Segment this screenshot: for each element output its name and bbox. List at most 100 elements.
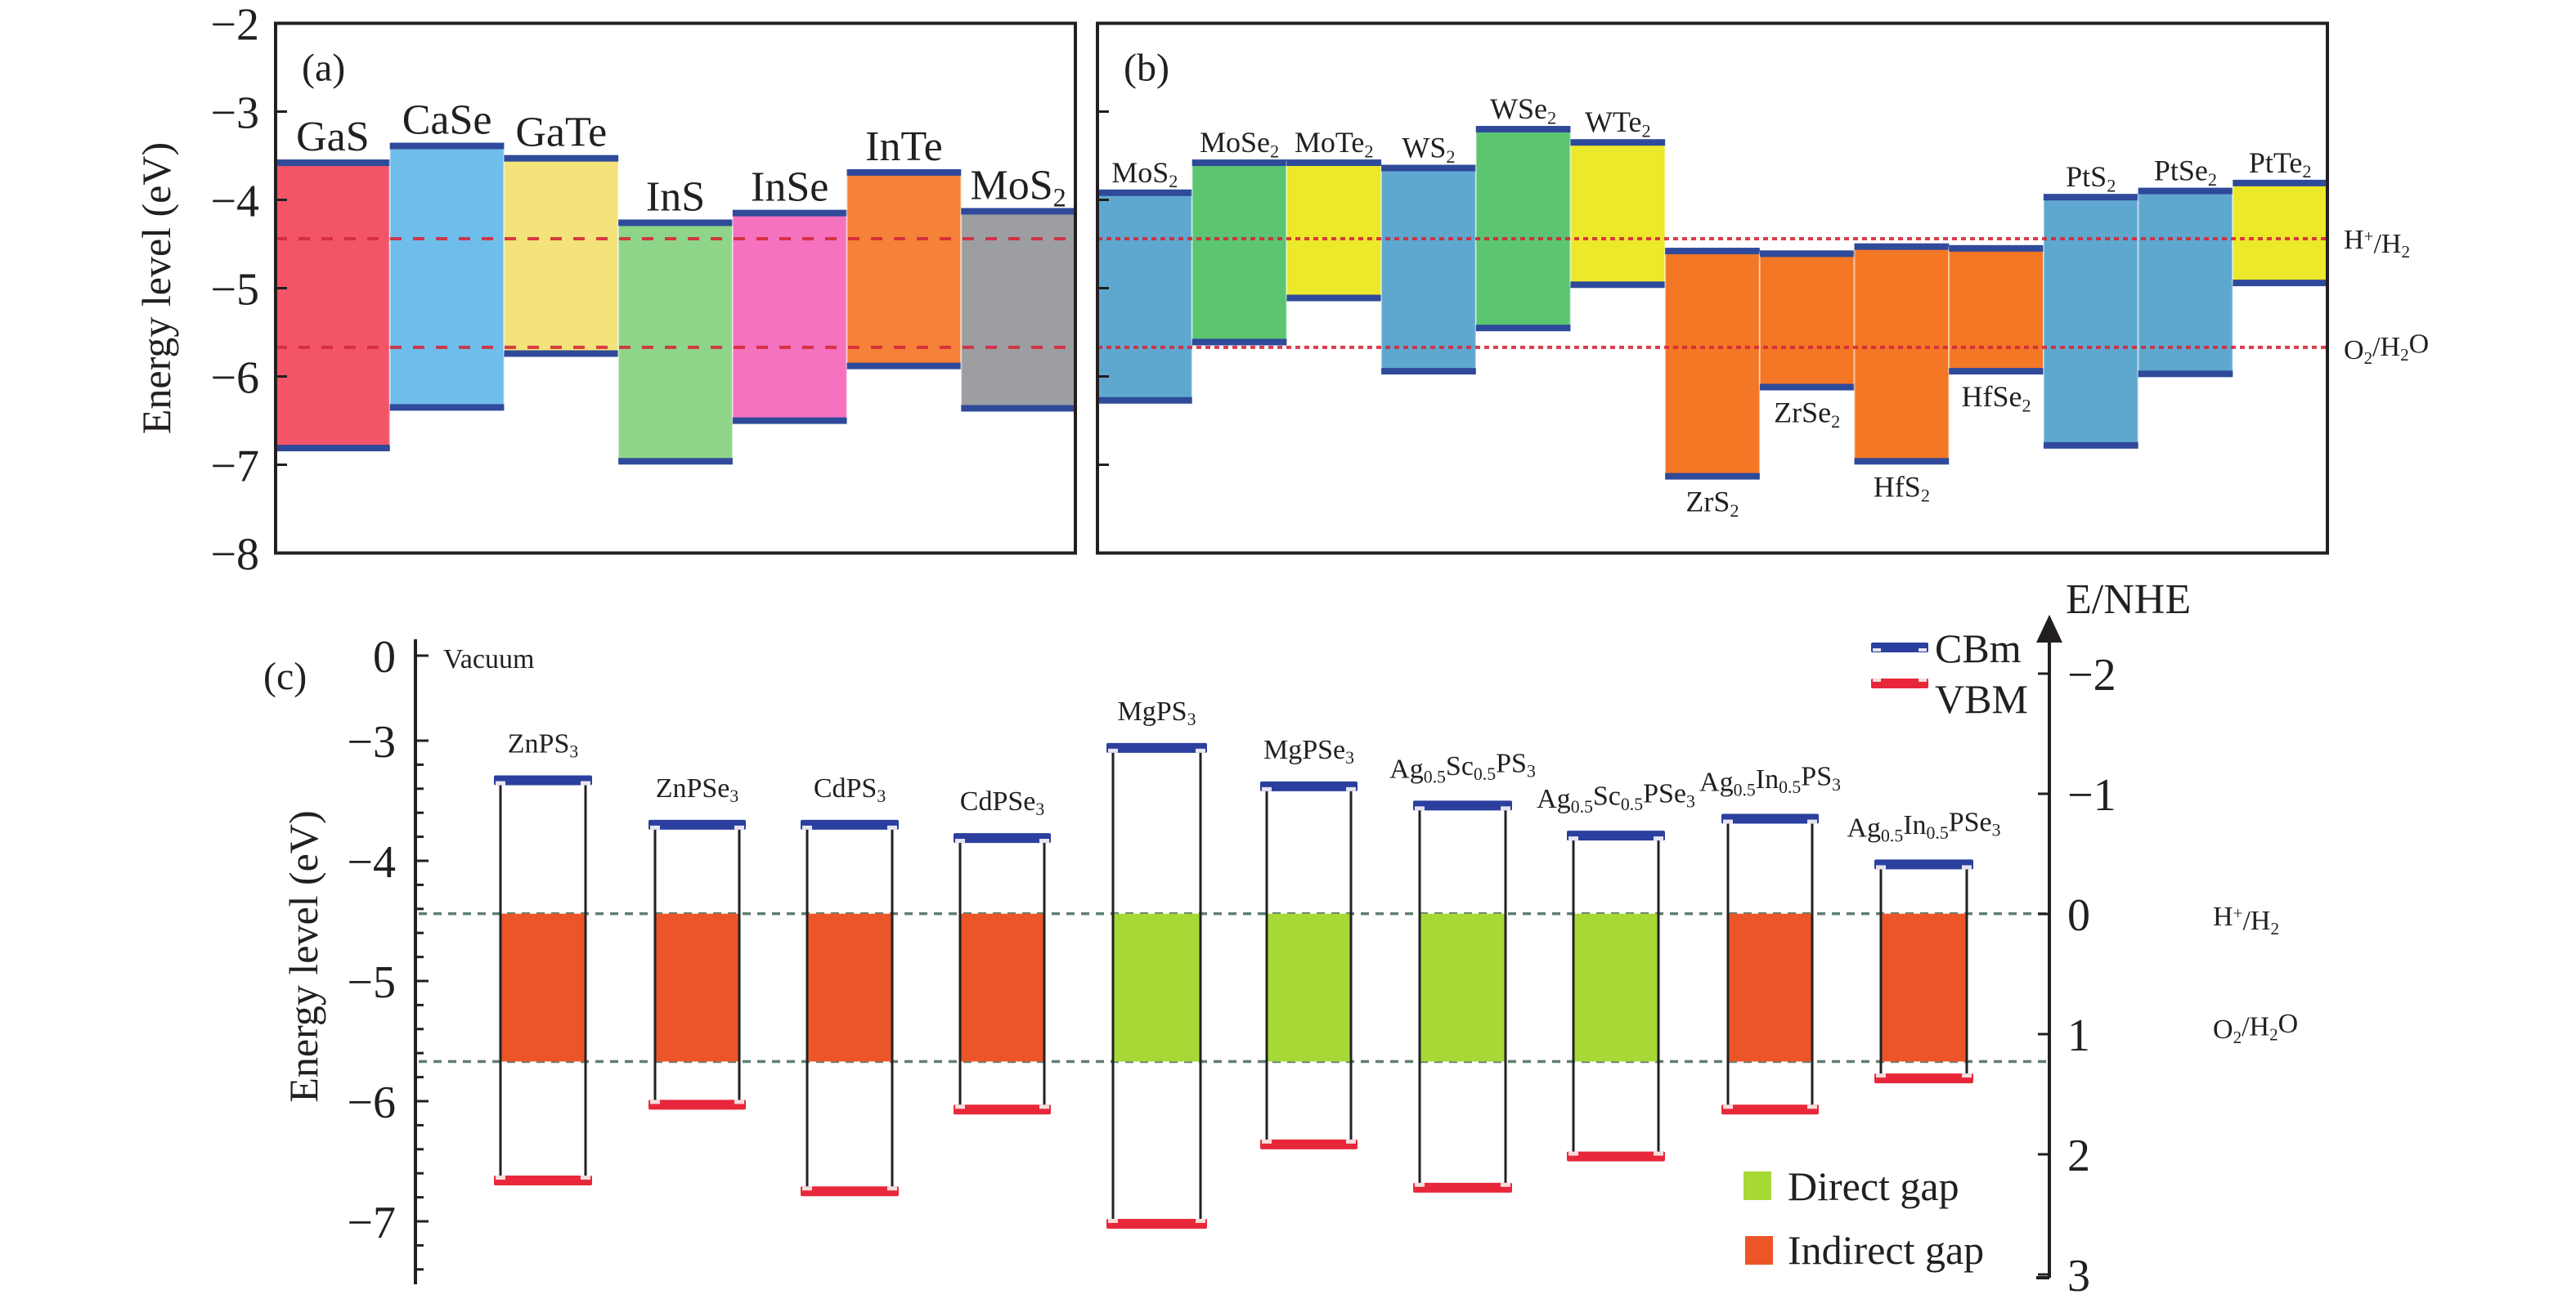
band-fill <box>2042 195 2139 447</box>
redox-label-o2-part: O <box>2409 329 2430 360</box>
cbm-level <box>1413 800 1512 811</box>
vbm-marker <box>1501 1182 1510 1187</box>
vbm-edge <box>1759 383 1855 391</box>
cbm-edge <box>1286 159 1382 167</box>
material-label: MgPSe3 <box>1263 735 1354 768</box>
cbm-marker <box>1501 806 1510 811</box>
material-label-part: 0.5 <box>1779 777 1801 797</box>
cbm-edge <box>2233 179 2327 186</box>
gap-fill-direct <box>1112 913 1201 1062</box>
y-tick-label: −3 <box>210 88 259 139</box>
cbm-edge <box>1665 248 1760 255</box>
band-bar-hfse2: HfSe2 <box>1948 244 2044 415</box>
cbm-marker <box>650 825 660 830</box>
vbm-marker <box>1346 1139 1356 1144</box>
material-label-part: WSe <box>1490 92 1547 125</box>
material-label-part: 2 <box>1446 146 1455 167</box>
vbm-marker <box>1654 1151 1663 1156</box>
legend-direct-label: Direct gap <box>1788 1163 1959 1209</box>
band-fill <box>731 211 848 423</box>
band-bar-hfs2: HfS2 <box>1853 243 1950 506</box>
cbm-marker <box>1654 836 1663 841</box>
redox-label-h2-part: + <box>2364 226 2374 246</box>
cbm-edge <box>1949 244 2044 252</box>
y-axis-title: Energy level (eV) <box>133 142 179 434</box>
vbm-edge <box>1949 368 2044 375</box>
material-label: CdPSe3 <box>960 786 1045 819</box>
material-label: GaTe <box>515 110 607 156</box>
legend-vbm-marker <box>1873 679 1881 682</box>
cbm-edge <box>504 155 619 162</box>
gap-fill-indirect <box>1880 913 1968 1062</box>
material-label-part: 2 <box>1921 486 1930 506</box>
material-label-part: HfS <box>1874 470 1921 503</box>
material-label-part: In <box>1903 810 1926 840</box>
band-bar-inse: InSe <box>731 164 848 424</box>
material-label: ZnPSe3 <box>656 773 739 806</box>
band-bar-ag05sc05pse3: Ag0.5Sc0.5PSe3 <box>1537 778 1695 1162</box>
vbm-edge <box>618 458 733 465</box>
vbm-edge <box>1192 338 1287 346</box>
material-label: CdPS3 <box>814 773 886 806</box>
material-label: MgPS3 <box>1118 697 1196 729</box>
cbm-edge <box>276 159 390 167</box>
vbm-edge <box>732 417 847 424</box>
material-label-part: ZrS <box>1685 486 1730 518</box>
material-label-part: 2 <box>2107 175 2116 195</box>
cbm-edge <box>1192 159 1287 167</box>
material-label-part: CdPSe <box>960 786 1036 817</box>
band-bar-mos2: MoS2 <box>1097 156 1193 404</box>
y-tick-label: −7 <box>347 1198 396 1248</box>
material-label: InTe <box>865 123 943 170</box>
material-label-part: 2 <box>2302 161 2311 181</box>
panel-a: GaS CaSe GaTe InS InSe InTe MoS2 (a) −2 −3 −4 −5 −6 −… <box>133 0 1077 580</box>
material-label-part: CdPS <box>814 773 877 804</box>
cbm-edge <box>618 219 733 226</box>
material-label-part: ZnPS <box>508 729 570 759</box>
cbm-edge <box>846 168 962 176</box>
band-bar-gas: GaS <box>275 114 391 452</box>
cbm-marker <box>1415 806 1425 811</box>
material-label-part: 3 <box>1345 748 1354 768</box>
cbm-level <box>494 775 592 786</box>
redox-label-h2-part: 2 <box>2401 242 2410 262</box>
redox-label-o2-part: O <box>2213 1015 2233 1045</box>
cbm-marker <box>1039 839 1049 844</box>
material-label-part: 0.5 <box>1571 797 1593 817</box>
legend-cbm-swatch <box>1871 643 1928 652</box>
material-label: MoTe2 <box>1295 126 1374 161</box>
material-label-part: 2 <box>1730 500 1739 521</box>
vbm-level <box>1106 1218 1207 1229</box>
nhe-tick-label: 0 <box>2067 890 2090 941</box>
vbm-edge <box>1570 281 1666 289</box>
y-tick-label: −4 <box>347 837 396 888</box>
cbm-edge <box>732 209 847 217</box>
band-fill <box>960 209 1077 410</box>
panel-label: (c) <box>263 655 307 698</box>
redox-label-h2-part: /H <box>2373 229 2401 259</box>
redox-label-o2: O2/H2O <box>2344 329 2429 368</box>
redox-label-h2-part: /H <box>2242 906 2270 936</box>
band-bar-inte: InTe <box>846 123 963 370</box>
nhe-tick-label: −2 <box>2067 650 2116 701</box>
material-label-part: GaTe <box>515 110 607 156</box>
band-fill <box>1664 249 1761 478</box>
redox-label-o2-part: 2 <box>2400 345 2409 365</box>
cbm-edge <box>961 208 1075 215</box>
redox-label-h2-part: 2 <box>2270 919 2279 938</box>
cbm-marker <box>1568 836 1578 841</box>
material-label-part: Ag <box>1537 784 1571 814</box>
material-label-part: Ag <box>1847 813 1881 843</box>
band-bar-zrs2: ZrS2 <box>1664 248 1761 521</box>
material-label: ZnPS3 <box>508 729 579 762</box>
band-fill <box>1853 244 1950 464</box>
band-bar-znps3: ZnPS3 <box>494 729 592 1186</box>
vbm-marker <box>802 1186 812 1191</box>
vbm-marker <box>1723 1104 1733 1109</box>
legend-vbm-label: VBM <box>1935 676 2028 722</box>
gap-fill-indirect <box>500 913 586 1062</box>
redox-label-h2-part: H <box>2213 902 2233 932</box>
cbm-marker <box>887 825 897 830</box>
band-fill <box>2232 181 2328 285</box>
